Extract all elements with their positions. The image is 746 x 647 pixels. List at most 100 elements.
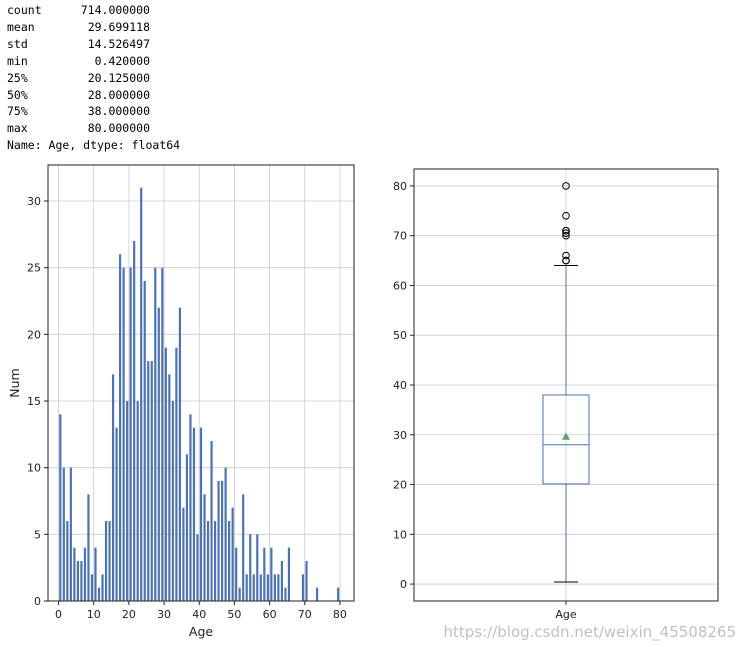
hist-ytick-label: 10 bbox=[27, 462, 41, 475]
box-ytick-label: 50 bbox=[393, 329, 407, 342]
hist-bar bbox=[217, 481, 220, 601]
box-frame bbox=[413, 168, 719, 602]
box-mean-marker bbox=[562, 432, 570, 440]
stat-key: std bbox=[7, 36, 28, 51]
hist-bar bbox=[122, 267, 125, 601]
stat-row-50: 50% 28.000000 bbox=[7, 87, 180, 104]
hist-bar bbox=[266, 574, 269, 601]
hist-bar bbox=[196, 534, 199, 601]
hist-bar bbox=[126, 401, 129, 601]
stat-row-25: 25% 20.125000 bbox=[7, 70, 180, 87]
stat-key: 50% bbox=[7, 87, 28, 102]
age-boxplot: 0 10 20 30 40 50 60 70 80 Age bbox=[393, 168, 719, 621]
box-ytick-label: 30 bbox=[393, 429, 407, 442]
stat-key: max bbox=[7, 121, 28, 136]
hist-bar bbox=[101, 574, 104, 601]
hist-bar bbox=[199, 427, 203, 601]
hist-bar bbox=[245, 574, 248, 601]
stat-key: 25% bbox=[7, 70, 28, 85]
hist-bar bbox=[133, 241, 136, 601]
hist-xtick-label: 40 bbox=[192, 608, 206, 621]
hist-bar bbox=[136, 401, 139, 601]
box-ytick-label: 0 bbox=[400, 578, 407, 591]
age-histogram: 0 5 10 15 20 25 30 0 10 20 30 40 50 60 70 80 Age Num bbox=[7, 164, 355, 639]
hist-xtick-label: 10 bbox=[87, 608, 101, 621]
box-outlier-point bbox=[562, 182, 570, 190]
stat-value: 29.699118 bbox=[87, 19, 150, 34]
box-outlier-point bbox=[562, 229, 570, 238]
hist-bar bbox=[315, 587, 319, 601]
hist-bar bbox=[66, 521, 69, 601]
hist-xtick-label: 30 bbox=[157, 608, 171, 621]
hist-bar bbox=[69, 467, 72, 601]
stat-row-std: std 14.526497 bbox=[7, 36, 180, 53]
stat-value: 20.125000 bbox=[87, 70, 150, 85]
hist-bar bbox=[94, 547, 97, 601]
hist-bar bbox=[97, 587, 101, 601]
hist-bar bbox=[270, 547, 273, 601]
hist-bar bbox=[213, 521, 217, 601]
stat-value: 0.420000 bbox=[94, 53, 150, 68]
hist-bar bbox=[301, 574, 305, 601]
hist-bar bbox=[256, 534, 259, 601]
hist-bar bbox=[111, 374, 115, 601]
hist-bar bbox=[76, 561, 79, 601]
hist-bar bbox=[277, 574, 280, 601]
hist-bar bbox=[119, 254, 122, 602]
hist-ytick-label: 30 bbox=[27, 195, 41, 208]
hist-bar bbox=[238, 587, 241, 601]
hist-bar bbox=[157, 307, 160, 601]
stat-row-min: min 0.420000 bbox=[7, 53, 180, 70]
box-outlier-point bbox=[562, 211, 570, 220]
hist-bar bbox=[249, 534, 252, 601]
hist-xtick-label: 20 bbox=[122, 608, 136, 621]
hist-bar bbox=[284, 587, 287, 601]
hist-bar bbox=[192, 427, 196, 601]
hist-bar bbox=[140, 187, 143, 601]
hist-bar bbox=[62, 467, 65, 601]
hist-bar bbox=[206, 521, 210, 601]
hist-bar bbox=[263, 547, 266, 601]
hist-ytick-label: 15 bbox=[27, 395, 41, 408]
hist-ytick-label: 0 bbox=[34, 595, 41, 608]
stat-value: 28.000000 bbox=[87, 87, 150, 102]
stat-row-count: count 714.000000 bbox=[7, 2, 180, 19]
hist-bar bbox=[259, 574, 262, 601]
hist-bar bbox=[178, 307, 181, 601]
stat-value: 38.000000 bbox=[87, 104, 150, 119]
describe-footer: Name: Age, dtype: float64 bbox=[7, 138, 181, 153]
stat-key: count bbox=[7, 3, 42, 17]
hist-xtick-label: 50 bbox=[227, 608, 241, 621]
hist-bar bbox=[305, 561, 308, 601]
hist-bar bbox=[90, 574, 94, 601]
hist-bar bbox=[154, 267, 157, 601]
hist-bar bbox=[161, 267, 164, 601]
hist-ytick-label: 25 bbox=[27, 262, 41, 275]
hist-bar bbox=[80, 561, 83, 601]
hist-bar bbox=[224, 467, 227, 601]
hist-bar bbox=[273, 574, 276, 601]
hist-bar bbox=[185, 454, 189, 601]
hist-bar bbox=[252, 574, 255, 601]
box-ytick-label: 10 bbox=[393, 528, 407, 541]
hist-bar bbox=[182, 507, 185, 601]
hist-bar bbox=[203, 494, 206, 601]
stat-value: 80.000000 bbox=[87, 121, 150, 136]
hist-bar bbox=[150, 361, 153, 601]
hist-frame bbox=[47, 164, 355, 602]
hist-bar bbox=[210, 441, 213, 601]
stat-row-75: 75% 38.000000 bbox=[7, 103, 180, 120]
hist-bar bbox=[171, 401, 174, 601]
hist-bar bbox=[147, 361, 150, 601]
stat-key: 75% bbox=[7, 104, 28, 119]
hist-bar bbox=[83, 547, 87, 601]
box-outlier-point bbox=[562, 226, 570, 235]
hist-bar bbox=[59, 414, 62, 601]
stat-row-mean: mean 29.699118 bbox=[7, 19, 180, 36]
hist-bar bbox=[235, 547, 238, 601]
hist-bar bbox=[280, 561, 283, 601]
hist-xtick-label: 0 bbox=[55, 608, 62, 621]
hist-bar bbox=[129, 267, 132, 601]
box-ytick-label: 40 bbox=[393, 379, 407, 392]
